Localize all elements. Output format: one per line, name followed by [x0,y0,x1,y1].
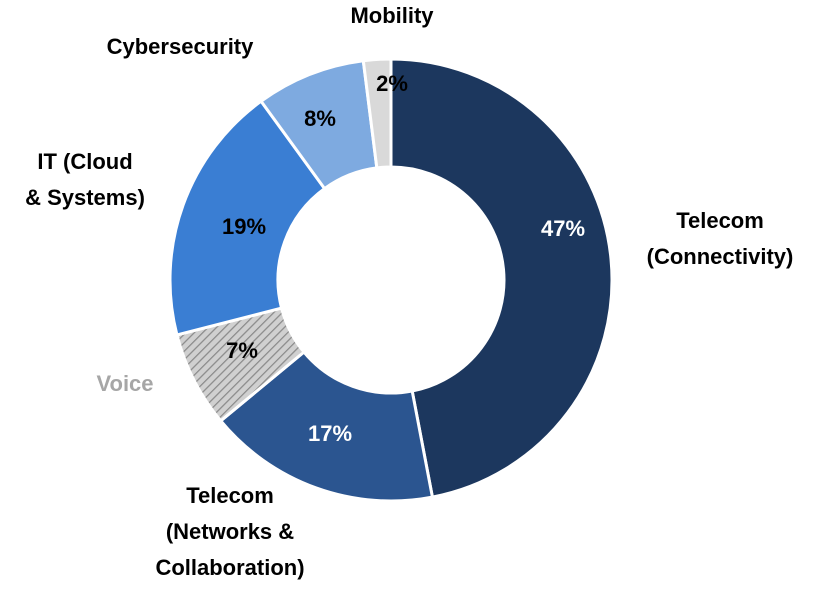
category-label: IT (Cloud & Systems) [25,149,145,210]
donut-slice [168,99,327,337]
value-label: 17% [308,421,352,446]
category-label: Telecom (Networks & Collaboration) [155,483,304,580]
value-label: 2% [376,71,408,96]
donut-slice [361,57,393,170]
category-label: Mobility [350,3,434,28]
value-label: 19% [222,214,266,239]
value-label: 7% [226,338,258,363]
donut-slice [389,57,614,499]
category-label: Cybersecurity [107,34,255,59]
value-label: 8% [304,106,336,131]
category-label: Voice [96,371,153,396]
value-label: 47% [541,216,585,241]
donut-slice [218,349,435,503]
category-label: Telecom (Connectivity) [647,208,794,269]
